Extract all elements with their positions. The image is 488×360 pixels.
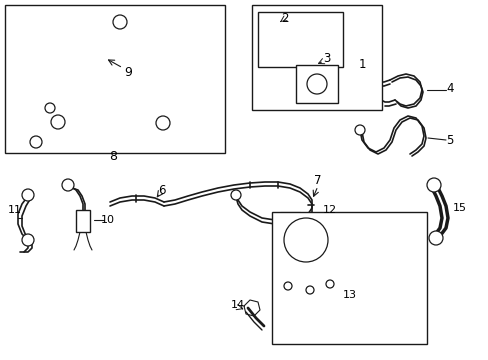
Circle shape bbox=[45, 103, 55, 113]
Circle shape bbox=[230, 190, 241, 200]
Circle shape bbox=[30, 136, 42, 148]
Text: 11: 11 bbox=[8, 205, 22, 215]
Circle shape bbox=[354, 125, 364, 135]
Circle shape bbox=[22, 234, 34, 246]
Bar bbox=[76, 210, 90, 232]
Circle shape bbox=[284, 282, 291, 290]
Text: 9: 9 bbox=[124, 66, 132, 78]
Text: 13: 13 bbox=[342, 290, 356, 300]
Circle shape bbox=[156, 116, 170, 130]
Text: 8: 8 bbox=[109, 150, 117, 163]
Text: 6: 6 bbox=[158, 184, 165, 197]
Circle shape bbox=[113, 15, 127, 29]
Bar bbox=[5, 5, 224, 153]
Text: 12: 12 bbox=[322, 205, 336, 215]
Text: 5: 5 bbox=[446, 134, 453, 147]
Text: 2: 2 bbox=[281, 12, 288, 24]
Circle shape bbox=[22, 189, 34, 201]
Text: 4: 4 bbox=[446, 81, 453, 94]
Bar bbox=[258, 12, 342, 67]
Text: 14: 14 bbox=[230, 300, 244, 310]
Circle shape bbox=[426, 178, 440, 192]
Bar bbox=[295, 65, 337, 103]
Text: 7: 7 bbox=[314, 174, 321, 186]
Text: 15: 15 bbox=[452, 203, 466, 213]
Circle shape bbox=[305, 286, 313, 294]
Circle shape bbox=[428, 231, 442, 245]
Circle shape bbox=[306, 74, 326, 94]
Bar bbox=[271, 212, 426, 344]
Circle shape bbox=[62, 179, 74, 191]
Circle shape bbox=[325, 280, 333, 288]
Circle shape bbox=[284, 218, 327, 262]
Text: 1: 1 bbox=[358, 58, 365, 71]
Bar bbox=[251, 5, 381, 110]
Circle shape bbox=[51, 115, 65, 129]
Text: 10: 10 bbox=[101, 215, 115, 225]
Text: 3: 3 bbox=[323, 51, 330, 64]
